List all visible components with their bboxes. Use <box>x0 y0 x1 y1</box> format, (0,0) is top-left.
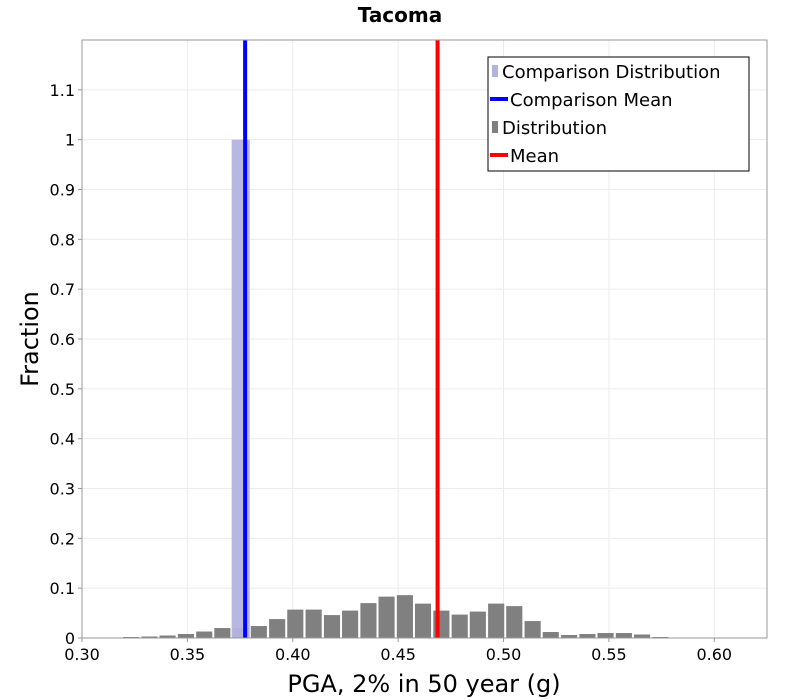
distribution-bar <box>269 619 286 638</box>
distribution-bar <box>159 635 176 638</box>
legend-label-comparison_distribution: Comparison Distribution <box>502 62 721 83</box>
mean-lines <box>243 40 440 638</box>
distribution-bar <box>342 610 359 638</box>
legend-label-mean: Mean <box>510 146 559 167</box>
distribution-bar <box>414 603 432 638</box>
x-tick-label: 0.60 <box>696 645 732 664</box>
distribution-bar <box>214 628 231 638</box>
legend-box <box>487 56 750 172</box>
x-tick-label: 0.55 <box>591 645 627 664</box>
distribution-bar <box>633 634 651 638</box>
distribution-bar <box>451 614 468 638</box>
distribution-bar <box>196 631 213 638</box>
y-tick-label: 0.3 <box>50 480 75 499</box>
y-tick-label: 0.7 <box>50 280 75 299</box>
distribution-bar <box>488 603 505 638</box>
distribution-bar <box>287 609 304 638</box>
x-tick-label: 0.35 <box>170 645 206 664</box>
x-tick-label: 0.50 <box>486 645 522 664</box>
x-axis-ticks: 0.30 0.35 0.40 0.45 0.50 0.55 0.60 <box>64 638 732 664</box>
distribution-bar <box>561 635 578 638</box>
y-tick-label: 0.6 <box>50 330 75 349</box>
y-tick-label: 0.2 <box>50 529 75 548</box>
x-tick-label: 0.30 <box>64 645 100 664</box>
y-tick-label: 0.1 <box>50 579 75 598</box>
distribution-bar <box>396 595 413 638</box>
distribution-bar <box>378 596 395 638</box>
legend-swatch-comparison_distribution <box>492 65 498 77</box>
distribution-bar <box>305 609 322 638</box>
y-axis-ticks: 0 0.1 0.2 0.3 0.4 0.5 0.6 0.7 0.8 0.9 1 1.1 <box>50 81 82 648</box>
y-tick-label: 0.4 <box>50 430 75 449</box>
distribution-bar <box>250 626 267 638</box>
distribution-bar <box>615 633 632 638</box>
y-tick-label: 0.9 <box>50 181 75 200</box>
y-tick-label: 0.8 <box>50 230 75 249</box>
distribution-bar <box>323 615 341 638</box>
distribution-bar <box>542 632 559 638</box>
legend-label-comparison_mean: Comparison Mean <box>510 90 673 111</box>
distribution-bar <box>579 634 596 638</box>
distribution-bar <box>177 634 194 638</box>
distribution-bar <box>506 606 523 638</box>
distribution-bar <box>141 636 158 638</box>
distribution-bar <box>469 611 486 638</box>
x-axis-title: PGA, 2% in 50 year (g) <box>287 670 560 698</box>
y-tick-label: 1 <box>65 131 75 150</box>
distribution-bar <box>524 621 541 638</box>
distribution-bar <box>597 633 614 638</box>
y-tick-label: 0.5 <box>50 380 75 399</box>
distribution-bar <box>360 603 377 638</box>
chart-title: Tacoma <box>358 3 443 27</box>
legend-label-distribution: Distribution <box>502 118 607 139</box>
x-tick-label: 0.45 <box>380 645 416 664</box>
y-axis-title: Fraction <box>16 291 44 387</box>
y-tick-label: 1.1 <box>50 81 75 100</box>
legend: Comparison Distribution Comparison Mean Di… <box>487 56 750 172</box>
legend-swatch-distribution <box>492 121 498 133</box>
x-tick-label: 0.40 <box>275 645 311 664</box>
y-tick-label: 0 <box>65 629 75 648</box>
